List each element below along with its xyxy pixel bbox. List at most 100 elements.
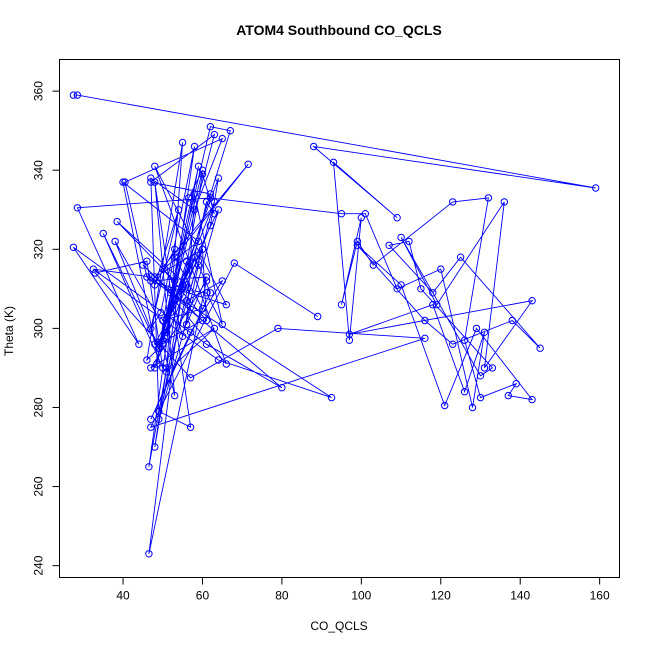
data-point [327, 393, 336, 402]
data-point [528, 297, 536, 305]
data-point [210, 130, 219, 139]
data-point [147, 364, 155, 372]
data-point [476, 372, 485, 380]
y-tick-label: 320 [32, 239, 46, 259]
data-point [151, 443, 159, 451]
data-point [89, 265, 98, 273]
data-point [119, 178, 127, 186]
data-point [421, 316, 429, 325]
data-point [429, 289, 437, 297]
data-point [244, 160, 252, 169]
data-point [393, 214, 401, 222]
data-point [592, 184, 600, 192]
data-point [163, 364, 171, 372]
data-point [206, 194, 215, 202]
data-point [329, 158, 338, 167]
data-point [113, 217, 121, 226]
data-point [151, 162, 159, 171]
series-layer [69, 91, 600, 558]
data-point [73, 204, 82, 212]
data-point [484, 194, 493, 202]
data-point [198, 316, 207, 325]
data-point [135, 340, 143, 348]
data-point [429, 301, 437, 309]
data-point [222, 360, 231, 368]
data-point [174, 206, 183, 214]
data-point [202, 316, 211, 325]
data-point [198, 304, 207, 313]
data-point [163, 328, 171, 336]
data-point [314, 312, 322, 321]
data-point [184, 194, 193, 202]
data-point [202, 198, 211, 206]
data-point [206, 289, 215, 297]
data-point [202, 289, 211, 297]
data-point [460, 388, 469, 396]
data-point [468, 403, 477, 412]
data-point [385, 241, 393, 250]
data-point [69, 91, 78, 99]
data-point [159, 265, 167, 273]
data-point [460, 336, 469, 344]
data-point [437, 265, 445, 273]
data-point [174, 285, 183, 293]
data-point [159, 340, 167, 348]
data-point [353, 237, 362, 246]
x-tick-label: 120 [431, 589, 451, 603]
data-point [151, 281, 159, 289]
data-point [198, 166, 207, 174]
data-point [171, 277, 179, 285]
data-point [214, 206, 223, 214]
data-point [91, 269, 99, 277]
data-point [155, 344, 163, 352]
data-point [472, 324, 481, 333]
data-point [171, 391, 179, 400]
data-point [182, 297, 191, 305]
data-point [163, 332, 171, 340]
data-point [147, 273, 155, 281]
data-point [147, 277, 155, 285]
data-point [147, 174, 155, 182]
x-tick-label: 80 [275, 589, 289, 603]
data-point [310, 142, 318, 151]
data-point [421, 334, 429, 342]
y-tick-label: 260 [32, 476, 46, 496]
data-point [345, 330, 354, 338]
series-line [73, 94, 596, 554]
data-point [210, 198, 219, 206]
data-point [274, 324, 282, 333]
data-point [151, 364, 159, 372]
data-point [151, 273, 159, 281]
data-point [151, 340, 159, 348]
data-point [147, 423, 155, 431]
data-point [405, 237, 413, 246]
data-point [198, 245, 207, 254]
data-point [528, 395, 536, 404]
data-point [143, 257, 151, 265]
data-point [167, 289, 175, 297]
data-point [441, 401, 449, 410]
data-point [433, 301, 441, 309]
data-point [151, 178, 159, 186]
data-point [476, 393, 485, 402]
data-point [155, 340, 163, 348]
data-point [159, 364, 167, 372]
data-point [159, 336, 167, 344]
data-point [186, 374, 195, 382]
data-point [163, 368, 171, 376]
data-point [171, 297, 179, 305]
y-axis: 240 260 280 300 320 340 360 [32, 81, 60, 576]
data-point [488, 364, 497, 372]
data-point [218, 277, 227, 285]
data-point [178, 332, 187, 340]
data-point [214, 356, 223, 364]
data-point [194, 162, 203, 171]
data-point [226, 127, 235, 135]
data-point [210, 210, 219, 218]
data-point [202, 277, 211, 285]
data-point [194, 261, 203, 269]
data-point [182, 320, 191, 329]
data-point [174, 293, 183, 301]
data-point [500, 198, 508, 206]
